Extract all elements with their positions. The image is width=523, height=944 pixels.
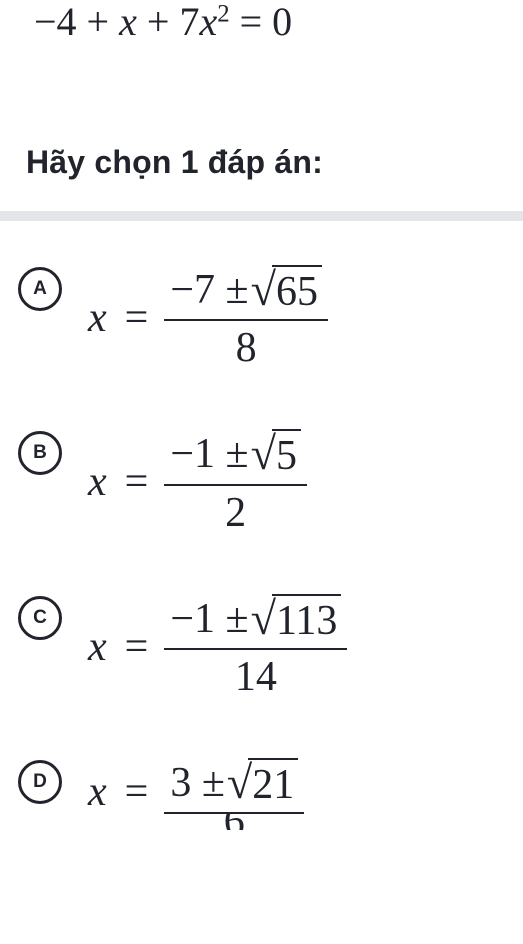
option-a-math: x = −7 ± √65 8 (80, 261, 328, 375)
options-list: A x = −7 ± √65 8 B x = (0, 221, 523, 830)
section-divider (0, 211, 523, 221)
option-d[interactable]: D x = 3 ± √21 6 (18, 732, 521, 830)
option-a[interactable]: A x = −7 ± √65 8 (18, 239, 521, 403)
option-d-radio[interactable]: D (18, 760, 62, 804)
option-c-radio[interactable]: C (18, 596, 62, 640)
question-container: −4 + x + 7x2 = 0 Hãy chọn 1 đáp án: A x … (0, 0, 523, 830)
option-a-radio[interactable]: A (18, 267, 62, 311)
option-letter: B (33, 442, 47, 464)
option-c[interactable]: C x = −1 ± √113 14 (18, 568, 521, 732)
prompt-text: Hãy chọn 1 đáp án: (0, 144, 523, 181)
option-b[interactable]: B x = −1 ± √5 2 (18, 403, 521, 567)
question-equation: −4 + x + 7x2 = 0 (0, 0, 523, 44)
option-d-math: x = 3 ± √21 6 (80, 754, 304, 830)
option-letter: C (33, 607, 47, 629)
option-b-radio[interactable]: B (18, 431, 62, 475)
option-b-math: x = −1 ± √5 2 (80, 425, 307, 539)
option-letter: A (33, 278, 47, 300)
option-letter: D (33, 771, 47, 793)
option-c-math: x = −1 ± √113 14 (80, 590, 347, 704)
